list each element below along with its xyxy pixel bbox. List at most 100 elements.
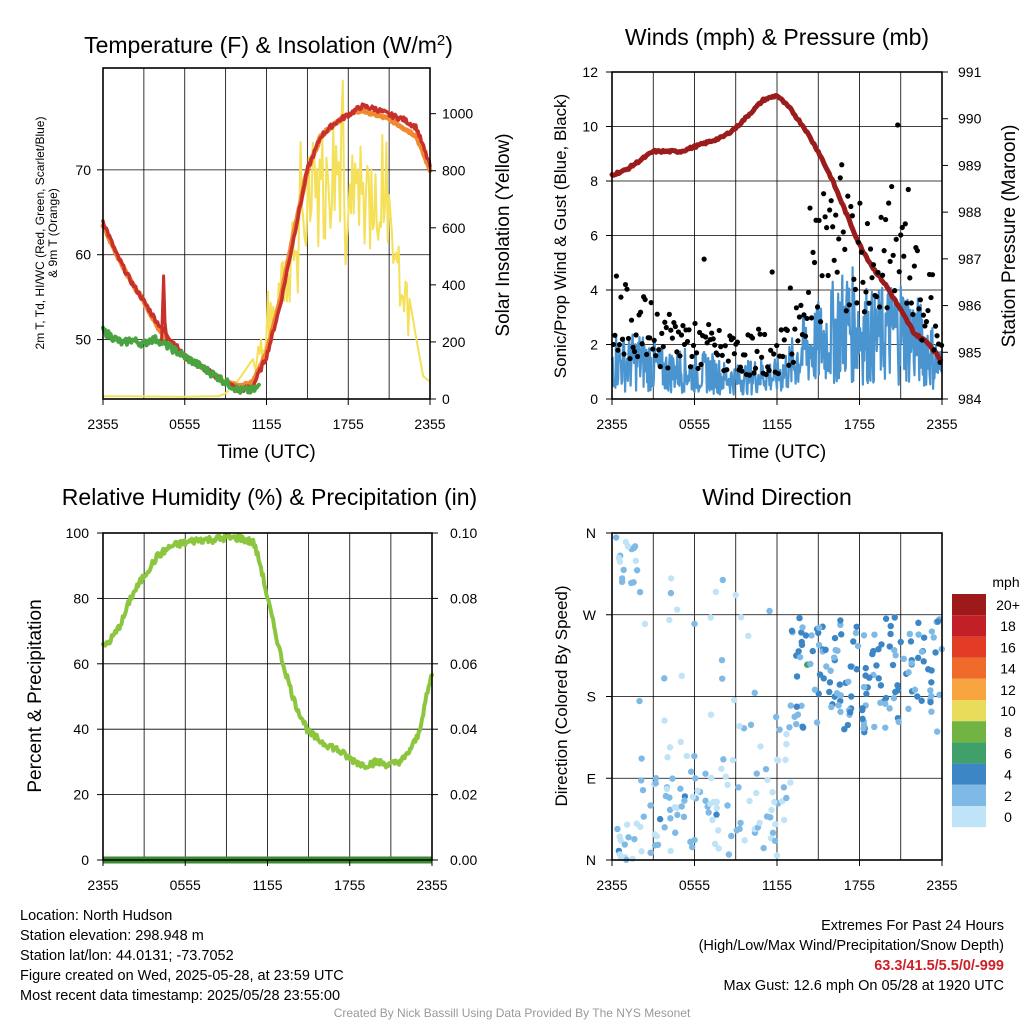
gust-point	[796, 314, 803, 320]
gust-point	[931, 347, 937, 353]
direction-point	[689, 793, 697, 801]
y-tick-label: 70	[75, 162, 91, 178]
legend-swatch	[952, 721, 986, 743]
direction-point	[815, 624, 823, 631]
gust-point	[825, 272, 831, 279]
direction-point	[877, 682, 885, 689]
direction-point	[859, 715, 866, 723]
direction-point	[915, 619, 922, 627]
gust-point	[724, 367, 730, 373]
gust-point	[875, 269, 881, 276]
direction-point	[782, 756, 789, 764]
gust-point	[790, 359, 796, 365]
direction-point	[638, 777, 645, 784]
panel-2: 2355 0555 1155 1755 2355 0 2 4 6 8 10 12 984 985 986 98…	[551, 24, 1020, 463]
gust-point	[787, 285, 793, 291]
gust-point	[870, 262, 877, 268]
direction-point	[875, 645, 882, 653]
direction-point	[791, 713, 798, 720]
direction-point	[860, 683, 868, 691]
direction-point	[728, 832, 735, 840]
direction-point	[617, 837, 624, 844]
gust-point	[662, 319, 668, 325]
gust-point	[754, 348, 760, 354]
gust-point	[814, 304, 821, 310]
gust-point	[934, 333, 940, 339]
direction-point	[776, 726, 783, 733]
gust-point	[775, 370, 781, 377]
direction-point	[666, 616, 673, 624]
direction-point	[652, 775, 660, 782]
direction-point	[796, 653, 804, 661]
gust-point	[873, 294, 880, 300]
y-tick-label: 100	[66, 525, 90, 541]
direction-point	[746, 797, 753, 805]
direction-point	[751, 689, 758, 697]
credit-text: Created By Nick Bassill Using Data Provi…	[333, 1006, 691, 1020]
gust-point	[830, 224, 836, 230]
direction-point	[631, 835, 638, 843]
gust-point	[857, 200, 863, 206]
direction-point	[871, 723, 878, 731]
direction-point	[629, 855, 636, 863]
gust-point	[628, 317, 635, 323]
y2-tick-label: 987	[958, 251, 982, 267]
direction-point	[882, 615, 890, 622]
direction-point	[928, 679, 935, 686]
x-axis-label: Time (UTC)	[728, 442, 827, 463]
direction-point	[651, 831, 658, 838]
x-tick-label: 0555	[679, 877, 710, 893]
direction-point	[673, 606, 681, 613]
gust-point	[923, 319, 930, 325]
gust-point	[701, 256, 707, 262]
y-axis-label: Sonic/Prop Wind & Gust (Blue, Black)	[551, 94, 570, 378]
y-tick-label: 12	[582, 64, 598, 80]
title-superscript: 2	[437, 32, 445, 49]
gust-point	[851, 276, 857, 282]
gust-point	[839, 162, 845, 168]
direction-point	[882, 724, 889, 731]
direction-point	[713, 804, 720, 812]
gust-point	[763, 371, 769, 378]
direction-point	[798, 641, 806, 649]
gust-point	[639, 341, 645, 347]
direction-point	[692, 775, 699, 782]
chart-title: Winds (mph) & Pressure (mb)	[625, 24, 929, 50]
gust-point	[666, 311, 672, 317]
gust-point	[816, 217, 822, 224]
gust-point	[786, 362, 792, 368]
gust-point	[718, 344, 724, 350]
gust-point	[751, 370, 757, 376]
temp-2m-line	[101, 102, 432, 394]
direction-point	[822, 646, 829, 654]
direction-point	[691, 836, 698, 844]
direction-point	[661, 717, 668, 724]
direction-point	[848, 693, 855, 700]
x-tick-label: 2355	[87, 416, 118, 432]
gust-point	[612, 332, 618, 338]
gust-point	[901, 253, 907, 259]
gust-point	[678, 332, 685, 338]
direction-point	[886, 705, 893, 712]
direction-point	[730, 696, 738, 704]
direction-point	[863, 690, 870, 698]
gust-point	[846, 302, 852, 308]
gust-point	[742, 352, 748, 358]
gust-point	[703, 334, 709, 340]
direction-point	[729, 756, 737, 764]
legend-label: 0	[1004, 809, 1012, 825]
gust-point	[689, 353, 695, 360]
gust-point	[922, 323, 928, 329]
direction-point	[914, 654, 922, 662]
gust-point	[848, 203, 854, 210]
direction-point	[672, 829, 679, 836]
recent-text: Most recent data timestamp: 2025/05/28 2…	[20, 988, 341, 1004]
y2-tick-label: 991	[958, 64, 982, 80]
legend-label: 18	[1000, 618, 1016, 634]
direction-point	[808, 632, 815, 639]
direction-point	[769, 789, 776, 796]
gust-point	[890, 252, 896, 258]
x-tick-label: 0555	[679, 416, 710, 432]
direction-point	[737, 819, 744, 827]
x-tick-label: 2355	[926, 877, 957, 893]
